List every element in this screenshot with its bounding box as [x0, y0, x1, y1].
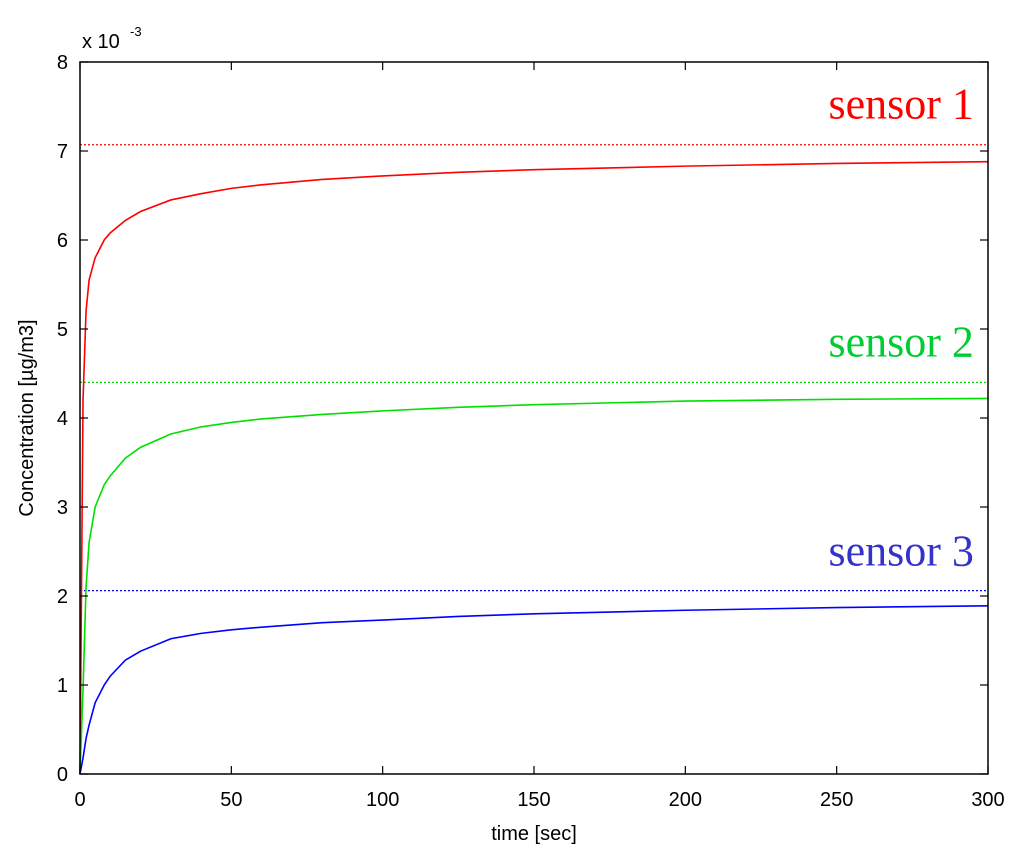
x-tick-label: 150	[517, 789, 550, 811]
series-lines	[79, 160, 989, 775]
x-axis-label: time [sec]	[491, 823, 577, 845]
plot-area	[80, 62, 988, 774]
y-tick-label: 7	[57, 141, 68, 163]
y-tick-label: 6	[57, 230, 68, 252]
series-line	[79, 160, 989, 775]
annotations: sensor 1 sensor 2 sensor 3	[829, 80, 974, 576]
x-tick-label: 50	[220, 789, 242, 811]
y-tick-label: 1	[57, 675, 68, 697]
y-tick-label: 0	[57, 764, 68, 786]
y-axis-label: Concentration [µg/m3]	[16, 319, 38, 516]
y-multiplier-exponent: -3	[130, 24, 142, 39]
series-line	[79, 604, 989, 775]
x-tick-label: 0	[74, 789, 85, 811]
y-multiplier-label: x 10	[82, 31, 120, 53]
asymptote-lines	[80, 144, 988, 592]
y-axis: 0 1 2 3 4 5 6 7 8	[57, 52, 988, 786]
y-tick-label: 4	[57, 408, 68, 430]
x-axis: 0 50 100 150 200 250 300	[74, 62, 1005, 811]
x-tick-label: 100	[366, 789, 399, 811]
y-tick-label: 3	[57, 497, 68, 519]
series-annotation: sensor 1	[829, 80, 974, 129]
x-tick-label: 200	[669, 789, 702, 811]
series-annotation: sensor 2	[829, 317, 974, 366]
y-tick-label: 5	[57, 319, 68, 341]
x-tick-label: 300	[971, 789, 1004, 811]
y-tick-label: 8	[57, 52, 68, 74]
x-tick-label: 250	[820, 789, 853, 811]
series-annotation: sensor 3	[829, 527, 974, 576]
series-line	[79, 397, 989, 775]
y-tick-label: 2	[57, 586, 68, 608]
